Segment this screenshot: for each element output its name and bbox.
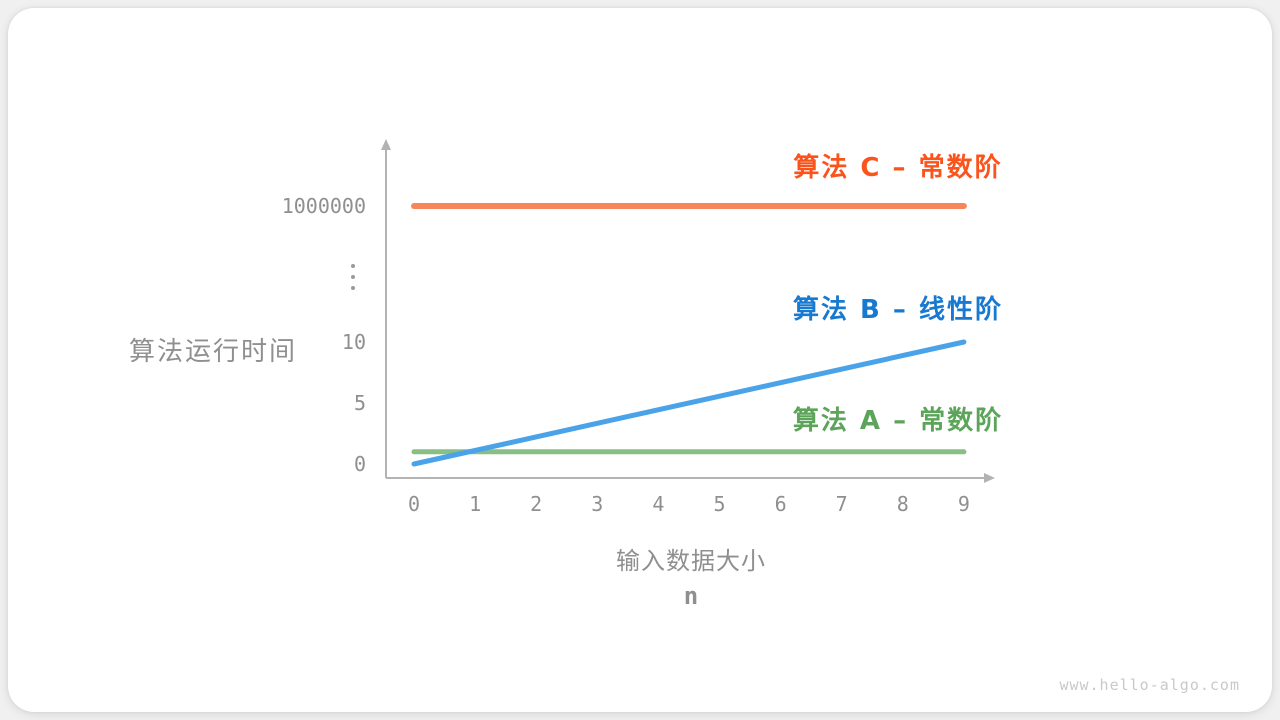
x-axis-arrow: [984, 473, 995, 483]
x-tick-label: 1: [469, 492, 482, 516]
watermark: www.hello-algo.com: [1059, 676, 1240, 694]
x-tick-label: 5: [713, 492, 726, 516]
y-tick-label: 5: [353, 391, 366, 415]
x-axis-title: 输入数据大小: [616, 547, 766, 575]
figure-card: [8, 8, 1272, 712]
x-tick-label: 7: [835, 492, 848, 516]
x-tick-label: 8: [896, 492, 909, 516]
series-label-1: 算法 B – 线性阶: [793, 295, 1003, 325]
y-tick-label: 1000000: [281, 194, 366, 218]
y-axis-arrow: [381, 139, 391, 150]
y-axis-title: 算法运行时间: [128, 337, 297, 367]
x-tick-label: 2: [530, 492, 543, 516]
x-tick-label: 0: [407, 492, 421, 516]
series-label-2: 算法 A – 常数阶: [792, 406, 1004, 436]
y-axis-break-ellipsis: [351, 264, 355, 290]
x-axis-variable: n: [683, 582, 699, 610]
x-tick-label: 3: [591, 492, 604, 516]
series-line-1: [411, 339, 967, 467]
series-label-0: 算法 C – 常数阶: [793, 153, 1003, 183]
x-tick-label: 9: [957, 492, 970, 516]
y-tick-label: 10: [341, 330, 366, 354]
y-tick-label: 0: [353, 452, 366, 476]
x-tick-label: 4: [652, 492, 665, 516]
x-tick-label: 6: [774, 492, 787, 516]
